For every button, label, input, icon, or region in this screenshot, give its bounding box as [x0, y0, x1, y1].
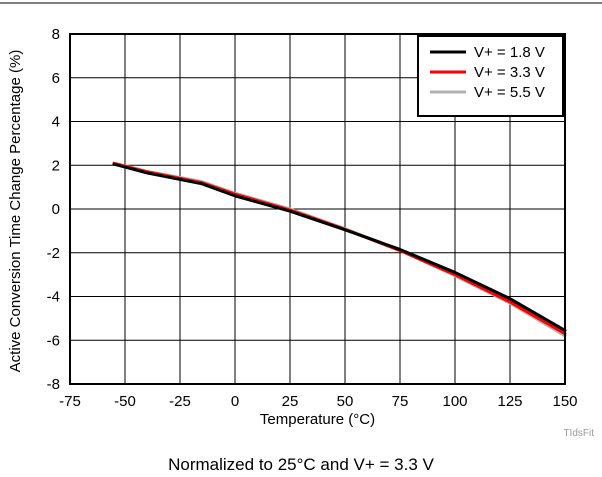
legend: V+ = 1.8 V V+ = 3.3 V V+ = 5.5 V	[417, 35, 564, 117]
x-tick-label: 125	[497, 393, 522, 410]
watermark-text: TIdsFit	[563, 428, 594, 439]
y-tick-label: 4	[52, 114, 60, 131]
x-tick-label: 100	[442, 393, 467, 410]
legend-label-2: V+ = 3.3 V	[474, 64, 545, 81]
x-tick-label: -25	[169, 393, 191, 410]
x-tick-label: -75	[59, 393, 81, 410]
x-tick-labels: -75 -50 -25 0 25 50 75 100 125 150	[59, 393, 577, 410]
x-axis-label: Temperature (°C)	[260, 411, 375, 428]
y-tick-label: -2	[47, 245, 60, 262]
series-layer	[112, 161, 567, 338]
plot-frame	[69, 33, 566, 385]
y-tick-label: 8	[52, 26, 60, 43]
x-tick-label: 75	[392, 393, 409, 410]
y-tick-label: 2	[52, 157, 60, 174]
y-tick-labels: -8 -6 -4 -2 0 2 4 6 8	[47, 26, 60, 393]
y-tick-label: -8	[47, 376, 60, 393]
x-tick-label: 25	[282, 393, 299, 410]
y-tick-label: -4	[47, 289, 60, 306]
legend-label-1: V+ = 1.8 V	[474, 44, 545, 61]
legend-label-3: V+ = 5.5 V	[474, 84, 545, 101]
x-tick-label: 50	[337, 393, 354, 410]
legend-box	[417, 35, 564, 117]
y-tick-label: 6	[52, 70, 60, 87]
y-axis-label: Active Conversion Time Change Percentage…	[7, 50, 24, 373]
y-tick-label: 0	[52, 201, 60, 218]
series-line-1	[112, 162, 567, 332]
figure-caption: Normalized to 25°C and V+ = 3.3 V	[168, 455, 434, 474]
x-tick-label: 150	[552, 393, 577, 410]
x-tick-label: -50	[114, 393, 136, 410]
y-tick-label: -6	[47, 332, 60, 349]
x-tick-label: 0	[231, 393, 239, 410]
